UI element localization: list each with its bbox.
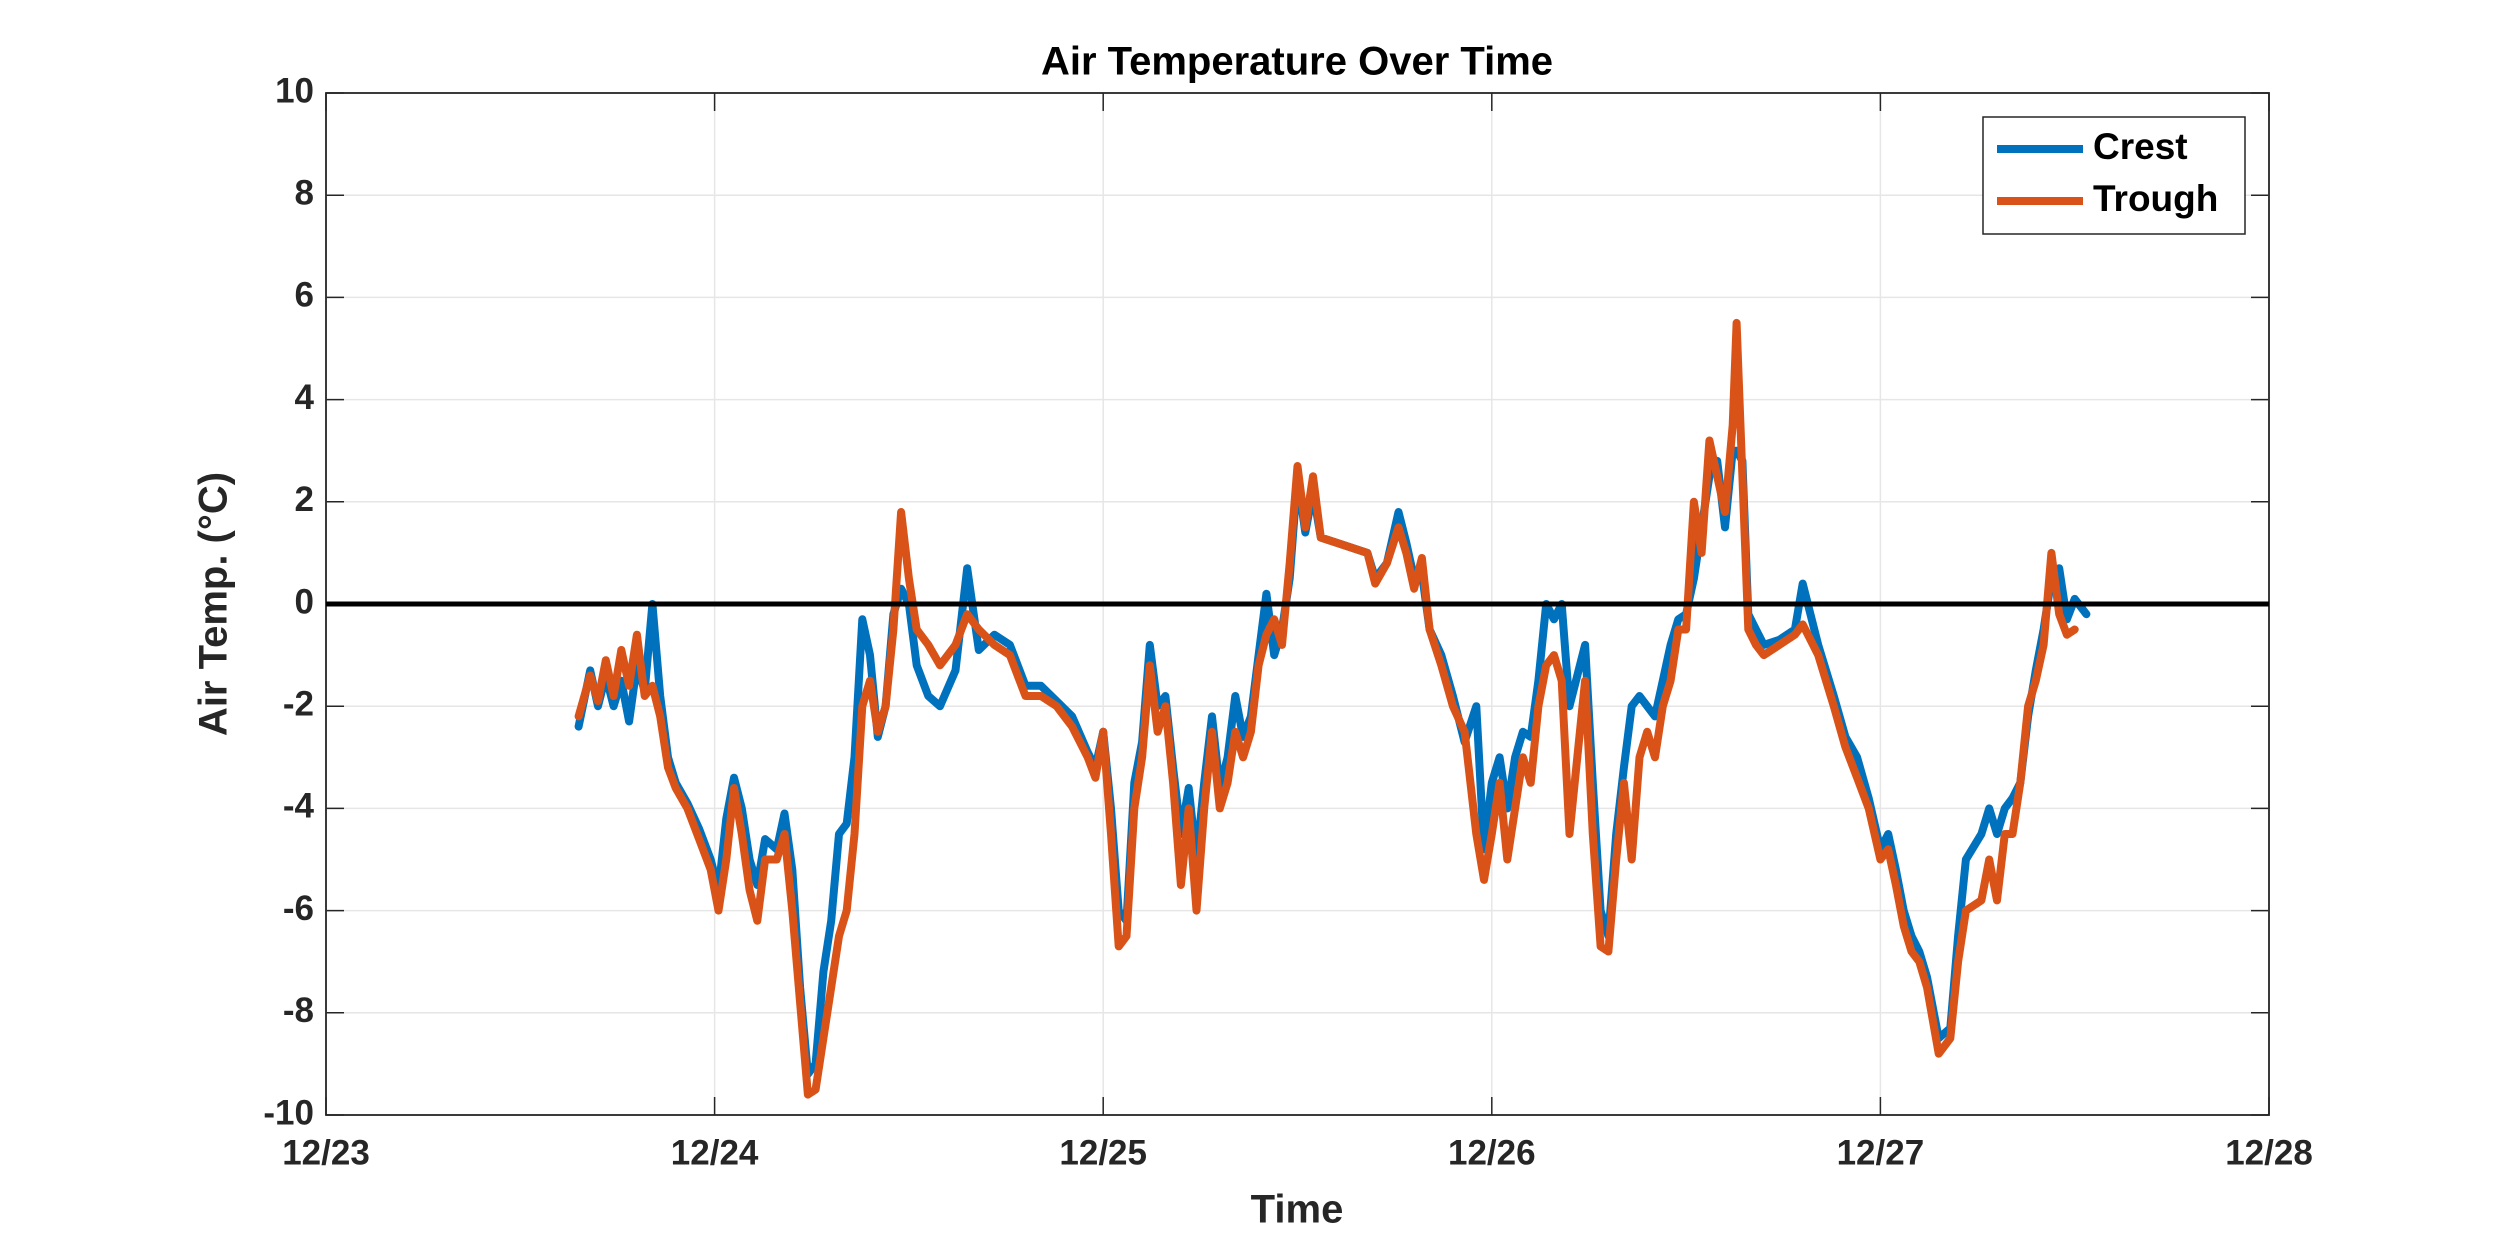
y-tick-label: 4 <box>295 378 315 417</box>
y-tick-label: 0 <box>295 582 314 621</box>
chart-title: Air Temperature Over Time <box>1041 40 1553 84</box>
y-tick-label: 2 <box>295 480 314 519</box>
x-tick-label: 12/25 <box>1059 1133 1147 1172</box>
legend: Crest Trough <box>1982 116 2246 235</box>
y-tick-label: 10 <box>275 71 314 110</box>
legend-label: Crest <box>2093 126 2188 167</box>
x-tick-label: 12/28 <box>2225 1133 2313 1172</box>
y-tick-label: -2 <box>283 684 314 723</box>
y-tick-label: -8 <box>283 991 314 1030</box>
y-tick-label: 8 <box>295 173 314 212</box>
y-axis-label: Air Temp. (°C) <box>192 472 236 736</box>
series-line <box>574 318 2079 1099</box>
x-tick-label: 12/26 <box>1448 1133 1536 1172</box>
legend-label: Trough <box>2093 178 2218 219</box>
x-tick-label: 12/27 <box>1837 1133 1925 1172</box>
x-tick-label: 12/24 <box>671 1133 759 1172</box>
y-tick-label: -10 <box>263 1093 314 1132</box>
y-tick-label: -4 <box>283 787 315 826</box>
legend-box <box>1982 116 2246 235</box>
x-tick-label: 12/23 <box>282 1133 370 1172</box>
y-tick-label: 6 <box>295 276 314 315</box>
x-axis-label: Time <box>1251 1188 1344 1232</box>
y-tick-label: -6 <box>283 889 314 928</box>
